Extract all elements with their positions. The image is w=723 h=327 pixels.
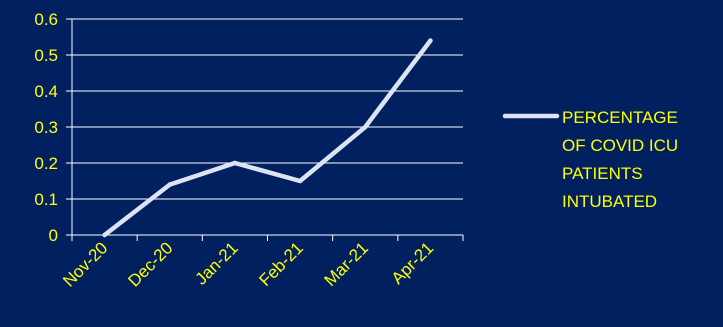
y-tick-label: 0 [49, 226, 58, 245]
y-tick-label: 0.3 [34, 118, 58, 137]
y-tick-label: 0.4 [34, 82, 58, 101]
legend-label: PATIENTS [562, 164, 643, 183]
x-tick-label: Apr-21 [388, 238, 438, 288]
y-tick-label: 0.6 [34, 10, 58, 29]
x-tick-label: Dec-20 [124, 238, 176, 290]
y-tick-label: 0.1 [34, 190, 58, 209]
axes [66, 18, 464, 241]
series-line [102, 38, 433, 238]
x-tick-label: Nov-20 [59, 238, 111, 290]
x-tick-label: Feb-21 [255, 238, 307, 290]
gridlines [72, 18, 463, 200]
y-tick-labels: 0 0.1 0.2 0.3 0.4 0.5 0.6 [34, 10, 58, 245]
data-point [102, 232, 107, 238]
legend-label: INTUBATED [562, 192, 657, 211]
y-tick-label: 0.5 [34, 46, 58, 65]
data-point [297, 178, 303, 184]
data-point [428, 38, 433, 43]
data-point [167, 182, 172, 187]
x-tick-label: Mar-21 [321, 238, 373, 290]
y-tick-label: 0.2 [34, 154, 58, 173]
series-lines [102, 38, 433, 238]
x-tick-labels: Nov-20 Dec-20 Jan-21 Feb-21 Mar-21 Apr-21 [59, 238, 437, 290]
legend-label: PERCENTAGE [562, 108, 678, 127]
legend-label: OF COVID ICU [562, 136, 678, 155]
data-point [363, 124, 368, 130]
data-point [232, 160, 238, 166]
legend: PERCENTAGE OF COVID ICU PATIENTS INTUBATED [502, 108, 678, 211]
x-tick-label: Jan-21 [192, 238, 242, 288]
